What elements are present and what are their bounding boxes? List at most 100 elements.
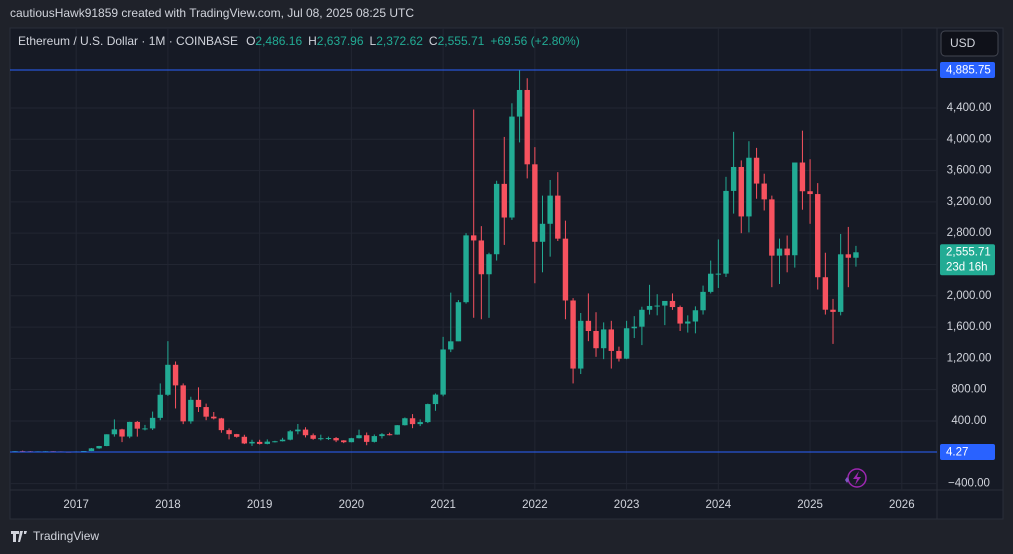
candle-body bbox=[471, 235, 477, 241]
candle-body bbox=[356, 435, 362, 439]
candle-body bbox=[341, 440, 347, 443]
candle-body bbox=[188, 399, 194, 422]
candle-body bbox=[134, 421, 141, 429]
candle-body bbox=[119, 429, 125, 437]
ohlc-value: 2,372.62 bbox=[376, 34, 423, 48]
candle-body bbox=[792, 162, 798, 256]
price-label-bg bbox=[940, 443, 995, 460]
candle-body bbox=[96, 446, 102, 449]
price-label: 4.27 bbox=[946, 446, 968, 458]
candle-body bbox=[769, 199, 775, 256]
candle-body bbox=[425, 404, 431, 423]
candle-body bbox=[486, 254, 492, 275]
candle-body bbox=[654, 305, 660, 307]
candle-body bbox=[394, 425, 400, 435]
candle-body bbox=[738, 166, 744, 217]
candle-body bbox=[509, 116, 515, 218]
candle-body bbox=[371, 436, 378, 442]
candle-body bbox=[241, 436, 248, 444]
candle-body bbox=[379, 434, 385, 437]
symbol-legend: Ethereum / U.S. Dollar · 1M · COINBASE O2… bbox=[18, 34, 580, 48]
candle-body bbox=[363, 435, 370, 442]
candle-body bbox=[455, 302, 462, 342]
candle-body bbox=[547, 195, 553, 224]
x-tick-label: 2025 bbox=[797, 499, 823, 511]
candle-body bbox=[669, 300, 676, 308]
brand: TradingView bbox=[33, 529, 99, 543]
candle-body bbox=[501, 183, 507, 218]
candle-body bbox=[287, 431, 293, 440]
x-tick-label: 2017 bbox=[63, 499, 89, 511]
candle-body bbox=[448, 341, 454, 350]
candle-body bbox=[677, 307, 683, 324]
candle-body bbox=[845, 254, 852, 258]
candle-body bbox=[555, 195, 561, 239]
candle-body bbox=[761, 183, 767, 200]
ohlc-value: 2,555.71 bbox=[438, 34, 485, 48]
x-tick-label: 2018 bbox=[155, 499, 181, 511]
candle-body bbox=[165, 364, 171, 395]
candle-body bbox=[302, 429, 309, 436]
countdown-label: 23d 16h bbox=[946, 261, 988, 273]
candle-body bbox=[104, 434, 110, 447]
candle-body bbox=[776, 248, 783, 256]
ohlc-key: O bbox=[246, 34, 255, 48]
candle-body bbox=[402, 418, 408, 426]
candle-body bbox=[570, 300, 576, 369]
candle-body bbox=[692, 310, 699, 322]
ohlc-key: L bbox=[370, 34, 377, 48]
candle-body bbox=[715, 273, 722, 275]
x-tick-label: 2021 bbox=[430, 499, 456, 511]
candle-body bbox=[853, 252, 859, 258]
candle-body bbox=[700, 291, 706, 311]
last-price-label: 2,555.71 bbox=[946, 246, 991, 258]
candle-body bbox=[203, 407, 209, 417]
candle-body bbox=[333, 438, 339, 441]
candle-body bbox=[310, 435, 316, 439]
candle-body bbox=[348, 438, 355, 443]
candle-body bbox=[815, 194, 821, 278]
candle-body bbox=[172, 364, 179, 386]
candle-body bbox=[325, 438, 332, 440]
candle-body bbox=[646, 305, 653, 310]
ohlc-key: C bbox=[429, 34, 438, 48]
candle-body bbox=[157, 394, 163, 418]
candle-body bbox=[226, 430, 232, 435]
last-price-bg bbox=[940, 244, 995, 276]
overlays: 4,885.75 4.27 2,555.71 23d 16h bbox=[10, 61, 995, 460]
y-tick-label: 800.00 bbox=[951, 384, 986, 396]
candle-body bbox=[807, 191, 813, 195]
candle-body bbox=[746, 157, 752, 217]
candle-body bbox=[180, 385, 186, 422]
candle-body bbox=[539, 223, 546, 242]
logo bbox=[11, 531, 27, 542]
candle-body bbox=[830, 309, 836, 312]
x-tick-label: 2024 bbox=[706, 499, 732, 511]
candles bbox=[12, 69, 859, 453]
candle-body bbox=[279, 439, 286, 442]
candle-body bbox=[623, 328, 630, 359]
candle-body bbox=[837, 254, 844, 312]
y-tick-label: 1,200.00 bbox=[947, 352, 992, 364]
y-tick-label: 1,600.00 bbox=[947, 321, 992, 333]
candle-body bbox=[753, 157, 760, 184]
candle-body bbox=[524, 89, 530, 165]
currency-label[interactable]: USD bbox=[950, 36, 976, 50]
y-tick-label: 400.00 bbox=[951, 415, 986, 427]
candle-body bbox=[707, 273, 714, 292]
ohlc-key: H bbox=[308, 34, 317, 48]
candle-body bbox=[463, 235, 469, 303]
x-tick-label: 2026 bbox=[889, 499, 915, 511]
ohlc-value: 2,637.96 bbox=[317, 34, 364, 48]
candle-body bbox=[616, 350, 622, 359]
candle-body bbox=[234, 434, 240, 437]
candle-body bbox=[111, 429, 118, 435]
candle-body bbox=[318, 438, 324, 440]
chart-panel bbox=[9, 27, 1004, 520]
candle-body bbox=[600, 329, 607, 349]
candle-body bbox=[432, 394, 439, 405]
alert-icon bbox=[845, 468, 867, 488]
candle-body bbox=[562, 238, 569, 301]
currency-button[interactable] bbox=[940, 30, 999, 57]
